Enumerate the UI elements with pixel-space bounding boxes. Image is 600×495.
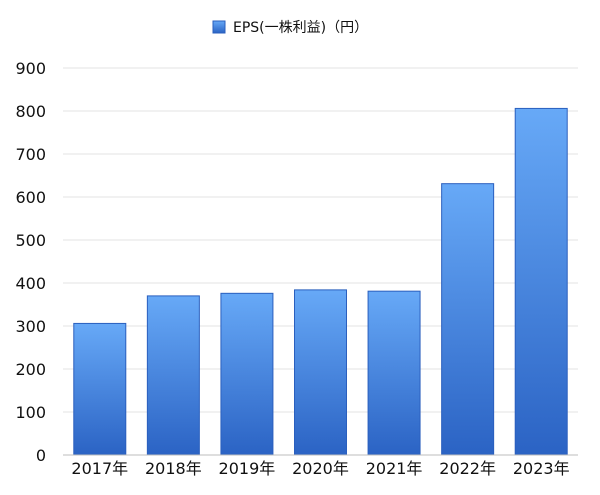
x-tick-label: 2019年 <box>219 459 276 478</box>
x-tick-label: 2020年 <box>292 459 349 478</box>
bars <box>73 107 568 456</box>
y-tick-label: 200 <box>15 360 46 379</box>
y-tick-label: 100 <box>15 403 46 422</box>
x-tick-label: 2018年 <box>145 459 202 478</box>
bar-2018年 <box>146 295 200 456</box>
bar-2019年 <box>220 292 274 456</box>
bar-2023年 <box>514 107 568 456</box>
legend-swatch-eps <box>212 20 226 34</box>
bar-2020年 <box>294 289 347 456</box>
bar-2022年 <box>441 183 495 456</box>
x-tick-label: 2021年 <box>366 459 423 478</box>
y-axis-tick-labels: 0 100 200 300 400 500 600 700 800 900 <box>15 59 46 465</box>
x-tick-label: 2023年 <box>513 459 570 478</box>
bar-2021年 <box>367 290 421 456</box>
y-tick-label: 800 <box>15 102 46 121</box>
y-tick-label: 300 <box>15 317 46 336</box>
y-tick-label: 600 <box>15 188 46 207</box>
y-tick-label: 400 <box>15 274 46 293</box>
x-axis-tick-labels: 2017年 2018年 2019年 2020年 2021年 2022年 2023年 <box>71 459 569 478</box>
x-tick-label: 2022年 <box>439 459 496 478</box>
y-tick-label: 700 <box>15 145 46 164</box>
bar-2017年 <box>73 322 127 456</box>
y-tick-label: 0 <box>36 446 46 465</box>
y-tick-label: 500 <box>15 231 46 250</box>
y-tick-label: 900 <box>15 59 46 78</box>
x-tick-label: 2017年 <box>71 459 128 478</box>
legend: EPS(一株利益)（円） <box>212 20 368 36</box>
legend-label-eps: EPS(一株利益)（円） <box>233 20 368 36</box>
